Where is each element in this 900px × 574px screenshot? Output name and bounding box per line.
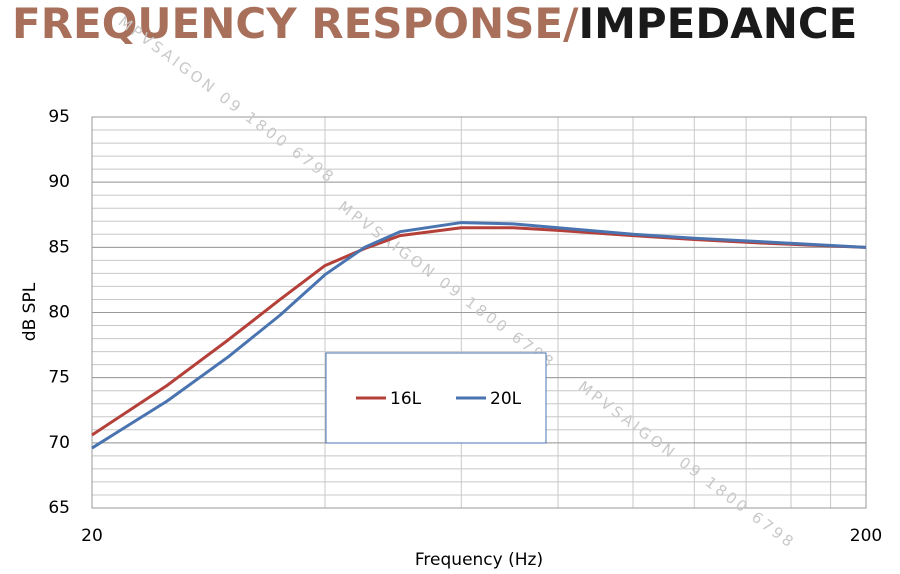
y-tick-label: 75: [48, 368, 70, 388]
y-tick-label: 85: [48, 237, 70, 257]
plot-frame: [91, 116, 867, 509]
x-tick-label: 200: [850, 526, 882, 546]
y-tick-label: 65: [48, 498, 70, 518]
x-axis-label: Frequency (Hz): [415, 550, 543, 570]
title-part: IMPEDANCE: [578, 0, 857, 48]
y-tick-label: 95: [48, 107, 70, 127]
x-tick-label: 20: [81, 526, 103, 546]
legend-label: 16L: [390, 389, 422, 409]
title-part: FREQUENCY RESPONSE/: [12, 0, 579, 48]
y-tick-label: 80: [48, 303, 70, 323]
legend-label: 20L: [490, 389, 522, 409]
y-tick-label: 90: [48, 172, 70, 192]
chart-title: FREQUENCY RESPONSE/IMPEDANCE: [12, 0, 857, 48]
y-tick-label: 70: [48, 433, 70, 453]
series-line: [91, 221, 867, 450]
y-axis-label: dB SPL: [20, 282, 40, 341]
